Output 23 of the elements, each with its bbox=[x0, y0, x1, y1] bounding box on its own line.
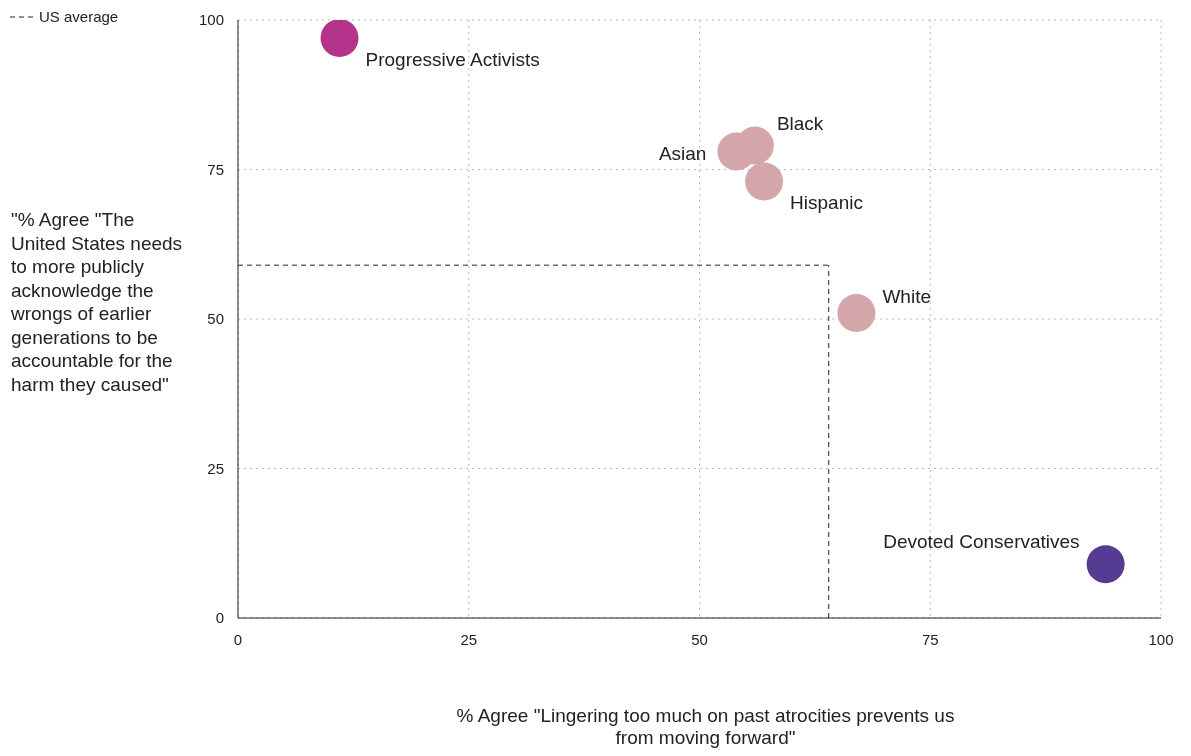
y-tick-label: 25 bbox=[207, 459, 224, 477]
y-tick-label: 0 bbox=[215, 609, 224, 627]
y-tick-label: 75 bbox=[207, 160, 224, 178]
point bbox=[837, 294, 876, 333]
point bbox=[1086, 545, 1125, 584]
y-axis-title: "% Agree "The United States needs to more publicly acknowledge the wrongs of earlier generations to be accountable for the harm they caused" bbox=[11, 208, 184, 396]
series-label: Progressive Activists bbox=[365, 48, 540, 70]
y-tick-label: 50 bbox=[207, 310, 224, 328]
x-tick-label: 100 bbox=[1148, 630, 1174, 648]
x-tick-label: 25 bbox=[460, 630, 478, 648]
series-label: Hispanic bbox=[790, 192, 863, 214]
x-tick-label: 75 bbox=[921, 630, 939, 648]
y-tick-label: 100 bbox=[198, 11, 224, 29]
legend-label: US average bbox=[39, 8, 119, 25]
series-label: Devoted Conservatives bbox=[883, 531, 1080, 553]
series-label: Black bbox=[776, 112, 824, 134]
x-axis-title: % Agree "Lingering too much on past atrocities prevents us from moving forward" bbox=[455, 705, 956, 749]
x-tick-label: 50 bbox=[691, 630, 708, 648]
series-label: Asian bbox=[658, 142, 707, 164]
point bbox=[320, 20, 359, 57]
point bbox=[745, 162, 784, 201]
series-label: White bbox=[882, 286, 931, 308]
x-tick-label: 0 bbox=[233, 630, 243, 648]
